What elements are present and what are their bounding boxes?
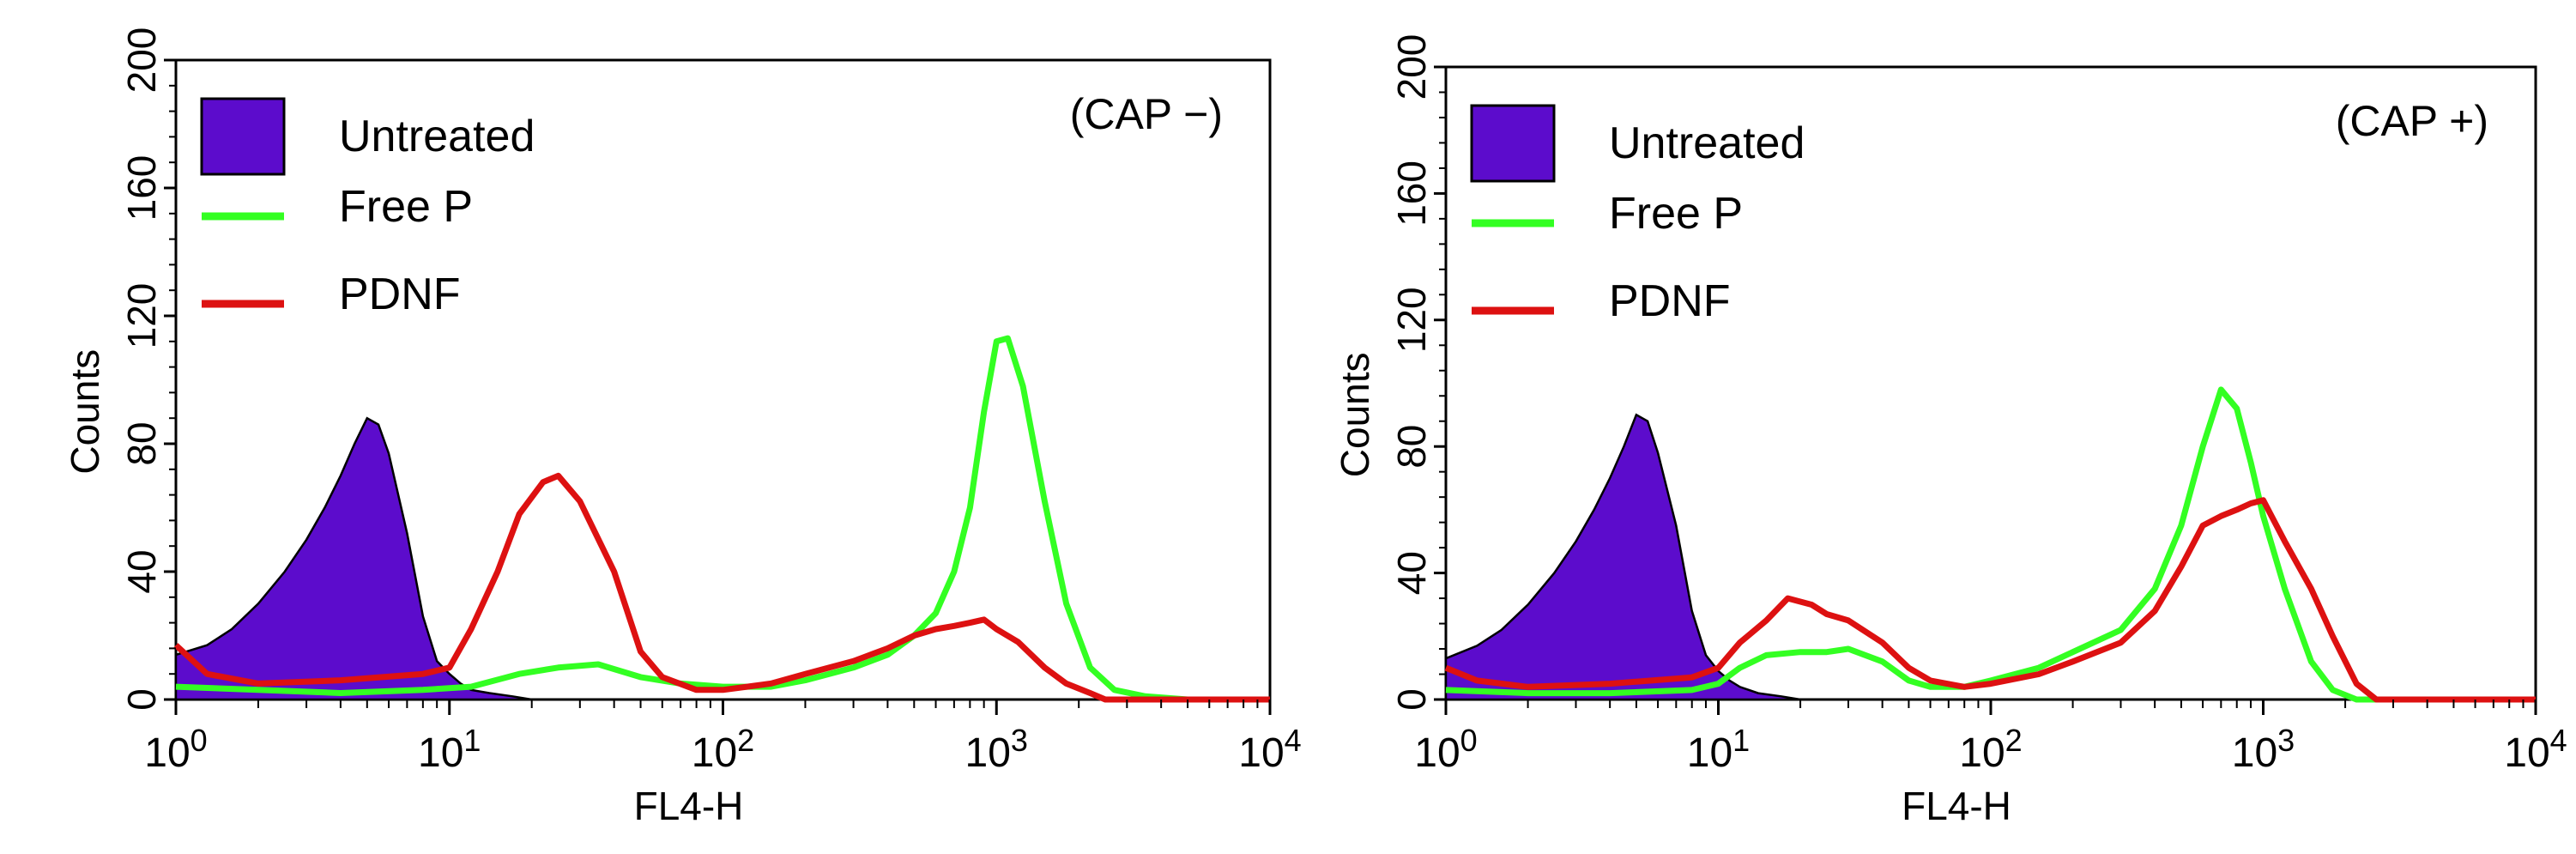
x-tick-base: 10	[1238, 730, 1284, 776]
y-axis-title: Counts	[1333, 352, 1377, 477]
legend-label: Free P	[339, 182, 473, 232]
x-tick-exponent: 0	[1460, 723, 1478, 758]
x-tick-label: 103	[2232, 723, 2295, 776]
y-tick-label: 40	[119, 549, 164, 593]
series-free-p-line	[1445, 386, 2536, 703]
x-tick-exponent: 2	[2005, 723, 2023, 758]
y-tick-label: 80	[119, 421, 164, 465]
x-tick-exponent: 3	[1011, 723, 1028, 758]
x-tick-exponent: 1	[463, 723, 481, 758]
y-tick-label: 40	[1389, 551, 1434, 595]
x-tick-base: 10	[418, 730, 463, 776]
x-tick-exponent: 3	[2277, 723, 2295, 758]
legend-label: Untreated	[1609, 118, 1805, 168]
y-tick-label: 120	[1389, 287, 1434, 353]
legend-label: PDNF	[1609, 276, 1731, 326]
x-tick-exponent: 1	[1732, 723, 1750, 758]
legend-untreated-swatch	[1470, 104, 1556, 183]
legend-label: PDNF	[339, 270, 461, 319]
x-tick-base: 10	[1959, 730, 2005, 776]
series-untreated-area	[1444, 413, 1801, 701]
x-tick-exponent: 2	[737, 723, 754, 758]
x-tick-base: 10	[2232, 730, 2277, 776]
y-tick-label: 160	[119, 155, 164, 221]
x-tick-base: 10	[1414, 730, 1460, 776]
x-tick-label: 102	[692, 723, 754, 776]
legend-label: Free P	[1609, 189, 1743, 239]
x-tick-base: 10	[692, 730, 737, 776]
series-pdnf-line	[1444, 497, 2536, 703]
x-tick-label: 102	[1959, 723, 2022, 776]
x-tick-label: 101	[1687, 723, 1750, 776]
y-tick-label: 80	[1389, 425, 1434, 469]
x-tick-exponent: 4	[1285, 723, 1302, 758]
y-tick-label: 200	[119, 27, 164, 94]
legend-label: Untreated	[339, 112, 535, 161]
x-tick-label: 101	[418, 723, 481, 776]
y-tick-label: 120	[119, 283, 164, 349]
x-axis-title: FL4-H	[1902, 784, 2011, 828]
condition-label: (CAP −)	[1070, 90, 1223, 138]
y-tick-label: 0	[119, 688, 164, 711]
x-tick-exponent: 0	[190, 723, 208, 758]
x-tick-label: 104	[1238, 723, 1301, 776]
x-tick-label: 100	[144, 723, 207, 776]
series-untreated-area	[174, 416, 532, 701]
x-tick-base: 10	[1687, 730, 1732, 776]
series-pdnf-line	[173, 472, 1270, 703]
y-tick-label: 0	[1389, 688, 1434, 711]
y-tick-label: 200	[1389, 34, 1434, 100]
condition-label: (CAP +)	[2336, 97, 2488, 145]
y-tick-label: 160	[1389, 161, 1434, 227]
x-tick-base: 10	[965, 730, 1011, 776]
x-tick-label: 104	[2504, 723, 2567, 776]
x-tick-exponent: 4	[2550, 723, 2567, 758]
legend-untreated-swatch	[200, 97, 286, 176]
x-tick-label: 103	[965, 723, 1028, 776]
x-tick-label: 100	[1414, 723, 1477, 776]
x-axis-title: FL4-H	[634, 784, 744, 828]
x-tick-base: 10	[2504, 730, 2549, 776]
y-axis-title: Counts	[63, 349, 107, 475]
x-tick-base: 10	[144, 730, 190, 776]
